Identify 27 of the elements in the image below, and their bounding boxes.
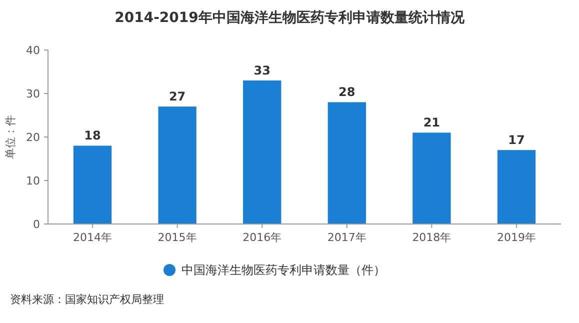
bar bbox=[73, 146, 112, 224]
data-label: 21 bbox=[423, 116, 440, 130]
text: 资料来源：国家知识产权局整理 bbox=[10, 293, 164, 306]
y-tick-label: 30 bbox=[26, 87, 40, 100]
data-label: 33 bbox=[254, 63, 270, 78]
x-tick-label: 2019年 bbox=[496, 231, 536, 244]
y-tick-label: 10 bbox=[26, 174, 40, 188]
bar bbox=[412, 132, 451, 224]
legend-label: 中国海洋生物医药专利申请数量（件） bbox=[182, 263, 386, 278]
y-tick-label: 20 bbox=[26, 130, 40, 144]
y-tick-label: 40 bbox=[26, 44, 40, 57]
x-tick-label: 2014年 bbox=[73, 231, 112, 244]
x-tick-label: 2017年 bbox=[327, 231, 366, 244]
y-tick-label: 0 bbox=[33, 218, 40, 231]
bar bbox=[158, 106, 196, 224]
chart-title: 2014-2019年中国海洋生物医药专利申请数量统计情况 bbox=[114, 9, 466, 26]
data-label: 27 bbox=[168, 90, 186, 104]
x-tick-label: 2015年 bbox=[158, 231, 197, 244]
data-label: 17 bbox=[508, 133, 525, 148]
bar bbox=[497, 150, 536, 224]
x-tick-label: 2018年 bbox=[412, 231, 452, 244]
y-axis-title: 单位：件 bbox=[4, 115, 17, 159]
bar bbox=[243, 80, 282, 224]
bar bbox=[328, 102, 366, 224]
data-label: 28 bbox=[338, 85, 356, 100]
data-label: 18 bbox=[84, 128, 101, 143]
x-tick-label: 2016年 bbox=[242, 231, 282, 244]
